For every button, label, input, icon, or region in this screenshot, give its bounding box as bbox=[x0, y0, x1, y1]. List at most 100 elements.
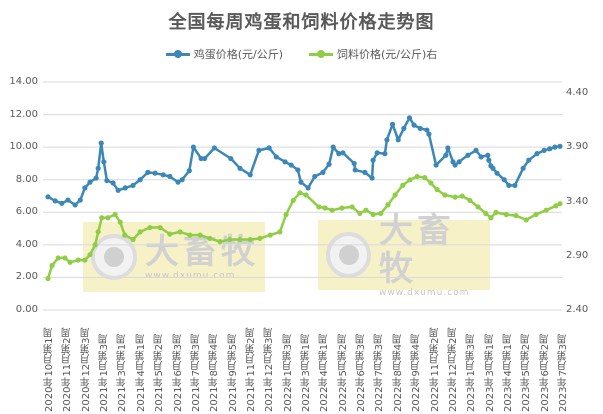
data-point[interactable] bbox=[520, 165, 526, 171]
data-point[interactable] bbox=[137, 229, 143, 235]
data-point[interactable] bbox=[330, 144, 336, 150]
data-point[interactable] bbox=[186, 168, 192, 174]
data-point[interactable] bbox=[93, 175, 99, 181]
data-point[interactable] bbox=[541, 147, 547, 153]
data-point[interactable] bbox=[433, 162, 439, 168]
data-point[interactable] bbox=[384, 137, 390, 143]
data-point[interactable] bbox=[534, 151, 540, 157]
data-point[interactable] bbox=[526, 157, 532, 163]
data-point[interactable] bbox=[523, 217, 529, 223]
data-point[interactable] bbox=[290, 197, 296, 204]
data-point[interactable] bbox=[442, 192, 448, 198]
data-point[interactable] bbox=[382, 151, 388, 157]
data-point[interactable] bbox=[82, 257, 88, 263]
data-point[interactable] bbox=[115, 187, 121, 193]
data-point[interactable] bbox=[385, 202, 391, 208]
data-point[interactable] bbox=[282, 159, 288, 165]
data-point[interactable] bbox=[465, 152, 471, 158]
data-point[interactable] bbox=[459, 193, 465, 199]
data-point[interactable] bbox=[267, 232, 273, 238]
data-point[interactable] bbox=[483, 210, 489, 217]
data-point[interactable] bbox=[217, 239, 223, 245]
legend-item-egg[interactable]: 鸡蛋价格(元/公斤) bbox=[165, 46, 283, 62]
data-point[interactable] bbox=[428, 180, 434, 186]
data-point[interactable] bbox=[92, 242, 98, 248]
data-point[interactable] bbox=[326, 161, 332, 167]
data-point[interactable] bbox=[374, 150, 380, 156]
data-point[interactable] bbox=[247, 172, 253, 178]
data-point[interactable] bbox=[392, 192, 398, 198]
data-point[interactable] bbox=[389, 121, 396, 127]
data-point[interactable] bbox=[167, 231, 173, 237]
data-point[interactable] bbox=[45, 275, 51, 282]
data-point[interactable] bbox=[349, 204, 355, 210]
data-point[interactable] bbox=[316, 204, 322, 210]
data-point[interactable] bbox=[179, 177, 185, 183]
data-point[interactable] bbox=[137, 177, 143, 183]
data-point[interactable] bbox=[452, 194, 458, 200]
data-point[interactable] bbox=[557, 201, 563, 207]
data-point[interactable] bbox=[336, 151, 342, 157]
data-point[interactable] bbox=[256, 147, 262, 153]
data-point[interactable] bbox=[67, 259, 73, 265]
data-point[interactable] bbox=[486, 157, 492, 163]
data-point[interactable] bbox=[59, 200, 65, 206]
data-point[interactable] bbox=[406, 115, 413, 121]
data-point[interactable] bbox=[117, 219, 123, 225]
data-point[interactable] bbox=[493, 209, 499, 215]
data-point[interactable] bbox=[452, 162, 458, 168]
data-point[interactable] bbox=[110, 180, 116, 186]
data-point[interactable] bbox=[87, 179, 93, 185]
data-point[interactable] bbox=[87, 252, 93, 258]
data-point[interactable] bbox=[122, 185, 128, 191]
data-point[interactable] bbox=[105, 215, 111, 221]
data-point[interactable] bbox=[434, 186, 440, 193]
data-point[interactable] bbox=[547, 146, 553, 152]
data-point[interactable] bbox=[456, 159, 462, 165]
data-point[interactable] bbox=[237, 165, 243, 171]
data-point[interactable] bbox=[190, 144, 197, 150]
data-point[interactable] bbox=[45, 194, 51, 200]
data-point[interactable] bbox=[122, 232, 128, 238]
data-point[interactable] bbox=[370, 157, 376, 163]
data-point[interactable] bbox=[75, 257, 81, 263]
data-point[interactable] bbox=[320, 169, 326, 175]
data-point[interactable] bbox=[490, 165, 496, 171]
data-point[interactable] bbox=[363, 207, 369, 213]
data-point[interactable] bbox=[202, 155, 208, 162]
data-point[interactable] bbox=[557, 143, 563, 149]
data-point[interactable] bbox=[485, 152, 491, 158]
data-point[interactable] bbox=[552, 144, 558, 150]
data-point[interactable] bbox=[104, 177, 110, 184]
data-point[interactable] bbox=[411, 122, 417, 128]
data-point[interactable] bbox=[513, 213, 519, 219]
data-point[interactable] bbox=[351, 160, 357, 167]
data-point[interactable] bbox=[187, 232, 193, 238]
data-point[interactable] bbox=[407, 177, 413, 183]
data-point[interactable] bbox=[228, 155, 234, 162]
data-point[interactable] bbox=[501, 177, 507, 183]
data-point[interactable] bbox=[277, 229, 283, 235]
data-point[interactable] bbox=[424, 127, 430, 133]
data-point[interactable] bbox=[305, 185, 311, 191]
data-point[interactable] bbox=[247, 236, 253, 243]
data-point[interactable] bbox=[62, 255, 68, 261]
data-point[interactable] bbox=[98, 140, 104, 146]
data-point[interactable] bbox=[297, 190, 303, 196]
data-point[interactable] bbox=[553, 203, 559, 209]
data-point[interactable] bbox=[55, 255, 61, 261]
data-point[interactable] bbox=[445, 145, 451, 151]
data-point[interactable] bbox=[298, 179, 304, 185]
data-point[interactable] bbox=[443, 152, 449, 158]
data-point[interactable] bbox=[152, 170, 158, 176]
data-point[interactable] bbox=[475, 204, 481, 210]
data-point[interactable] bbox=[167, 173, 173, 180]
data-point[interactable] bbox=[473, 147, 479, 153]
data-point[interactable] bbox=[207, 235, 213, 241]
data-point[interactable] bbox=[99, 215, 105, 221]
data-point[interactable] bbox=[378, 210, 384, 217]
data-point[interactable] bbox=[112, 211, 118, 218]
data-point[interactable] bbox=[266, 145, 272, 151]
data-point[interactable] bbox=[400, 182, 406, 188]
data-point[interactable] bbox=[95, 165, 101, 171]
